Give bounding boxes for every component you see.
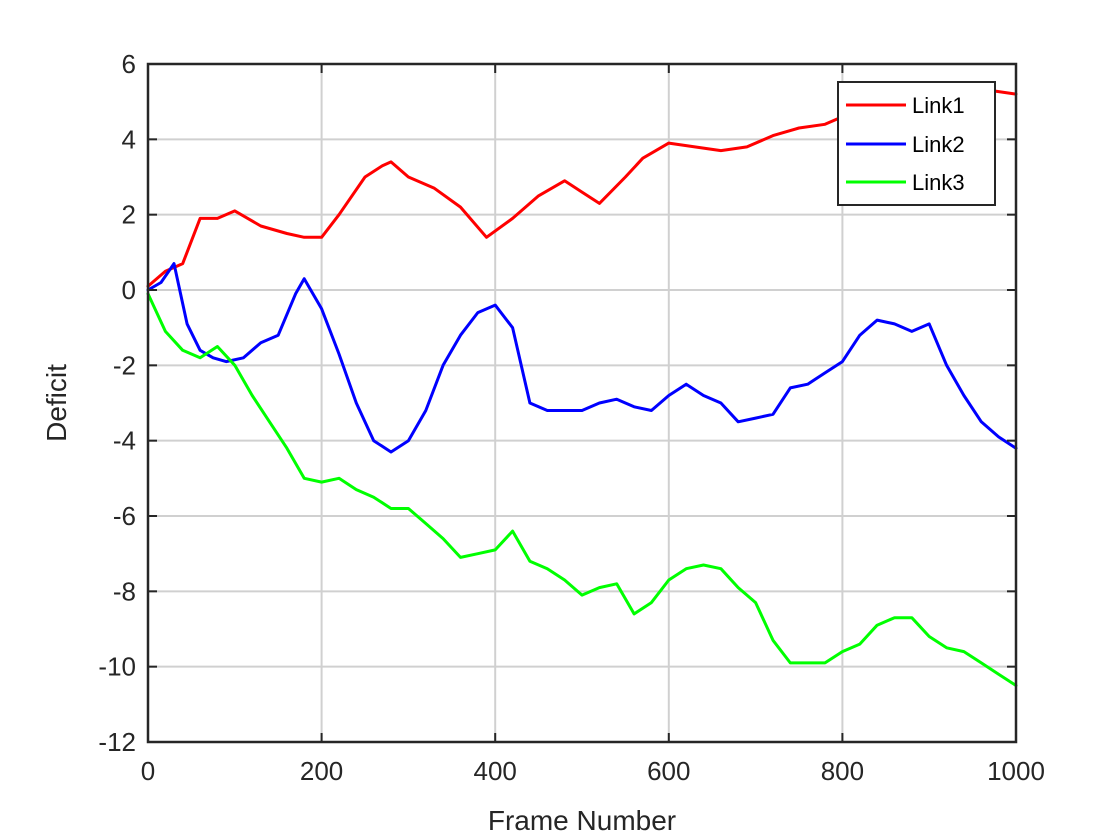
y-tick-label: -2	[113, 350, 136, 380]
y-tick-label: -12	[98, 727, 136, 757]
x-tick-label: 400	[474, 756, 517, 786]
y-tick-label: 0	[122, 275, 136, 305]
series-line-link3	[146, 292, 1018, 687]
x-axis-title: Frame Number	[488, 805, 676, 836]
axes-frame	[146, 62, 1018, 744]
legend-label-link3: Link3	[912, 170, 965, 195]
y-tick-label: -8	[113, 576, 136, 606]
y-tick-label: 2	[122, 200, 136, 230]
y-axis-title: Deficit	[41, 364, 72, 442]
x-tick-label: 200	[300, 756, 343, 786]
x-tick-label: 600	[647, 756, 690, 786]
grid-lines	[148, 64, 1016, 742]
x-tick-label: 1000	[987, 756, 1045, 786]
y-tick-label: -4	[113, 426, 136, 456]
legend-label-link2: Link2	[912, 132, 965, 157]
series-line-link2	[146, 262, 1018, 454]
x-tick-label: 0	[141, 756, 155, 786]
y-tick-label: 4	[122, 124, 136, 154]
legend: Link1 Link2 Link3	[837, 81, 996, 206]
x-tick-label: 800	[821, 756, 864, 786]
y-tick-label: 6	[122, 49, 136, 79]
y-tick-label: -6	[113, 501, 136, 531]
axis-ticks: 0 200 400 600 800 1000 -12 -10 -8 -6 -4 -2 0 2 4 6	[98, 49, 1045, 786]
legend-label-link1: Link1	[912, 93, 965, 118]
y-tick-label: -10	[98, 652, 136, 682]
